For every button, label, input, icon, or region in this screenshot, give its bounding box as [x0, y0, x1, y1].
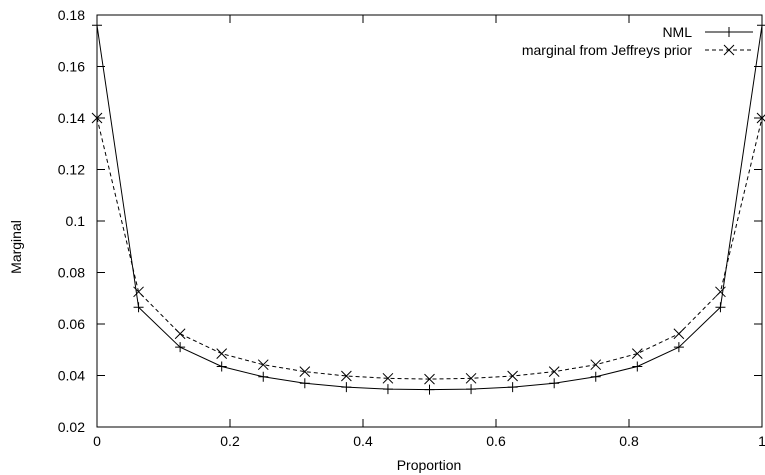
- x-tick-label: 0.6: [486, 433, 506, 449]
- data-point-marker: [507, 370, 518, 382]
- plot-frame: [96, 14, 763, 428]
- series-group: [91, 20, 765, 395]
- data-point-marker: [632, 361, 643, 372]
- y-tick-label: 0.18: [58, 7, 85, 23]
- y-tick-label: 0.04: [58, 368, 85, 384]
- data-point-marker: [341, 382, 352, 393]
- data-point-marker: [133, 302, 144, 313]
- y-tick-label: 0.1: [66, 213, 86, 229]
- legend-marker: [724, 27, 734, 37]
- data-point-marker: [175, 342, 186, 353]
- x-tick-label: 0.4: [353, 433, 373, 449]
- legend-marker: [723, 44, 735, 56]
- tick-marks: 0.02 0.04 0.06 0.08 0.1 0.12 0.14 0.16 0.18 0 0.2 0…: [58, 7, 765, 449]
- data-point-marker: [299, 378, 310, 389]
- x-tick-label: 1: [758, 433, 765, 449]
- data-point-marker: [466, 384, 477, 395]
- data-point-marker: [507, 382, 518, 393]
- axes: [96, 14, 763, 428]
- data-point-marker: [715, 302, 726, 313]
- data-point-marker: [174, 328, 186, 340]
- x-axis-label: Proportion: [397, 457, 462, 473]
- data-point-marker: [216, 348, 228, 359]
- data-point-marker: [382, 384, 393, 395]
- data-point-marker: [382, 372, 394, 384]
- legend-label: NML: [662, 24, 692, 40]
- data-point-marker: [424, 373, 435, 385]
- data-point-marker: [133, 286, 144, 298]
- legend-label: marginal from Jeffreys prior: [522, 42, 692, 58]
- y-tick-label: 0.02: [58, 419, 85, 435]
- y-axis-label: Marginal: [8, 220, 24, 274]
- data-point-marker: [757, 20, 765, 31]
- data-point-marker: [216, 361, 227, 372]
- data-point-marker: [673, 342, 684, 353]
- data-point-marker: [91, 112, 103, 124]
- y-tick-label: 0.16: [58, 59, 85, 75]
- legend: NML marginal from Jeffreys prior: [522, 24, 753, 58]
- data-point-marker: [424, 384, 435, 395]
- y-tick-label: 0.12: [58, 162, 85, 178]
- series-jeffreys-marginal: [91, 112, 765, 385]
- data-point-marker: [465, 372, 477, 384]
- data-point-marker: [756, 112, 765, 124]
- data-point-marker: [631, 348, 643, 359]
- data-point-marker: [341, 370, 352, 382]
- x-tick-label: 0: [93, 433, 101, 449]
- data-point-marker: [673, 328, 685, 340]
- y-tick-label: 0.14: [58, 110, 85, 126]
- data-point-marker: [258, 371, 269, 382]
- data-point-marker: [92, 20, 102, 31]
- series-nml: [92, 20, 765, 395]
- data-point-marker: [548, 366, 560, 377]
- x-tick-label: 0.8: [619, 433, 639, 449]
- data-point-marker: [715, 286, 726, 298]
- data-point-marker: [257, 359, 269, 371]
- x-tick-label: 0.2: [220, 433, 240, 449]
- series-line: [96, 25, 763, 391]
- y-tick-label: 0.08: [58, 265, 85, 281]
- data-point-marker: [299, 366, 311, 377]
- series-line: [96, 117, 763, 380]
- data-point-marker: [590, 359, 602, 371]
- data-point-marker: [590, 371, 601, 382]
- data-point-marker: [549, 378, 560, 389]
- y-tick-label: 0.06: [58, 316, 85, 332]
